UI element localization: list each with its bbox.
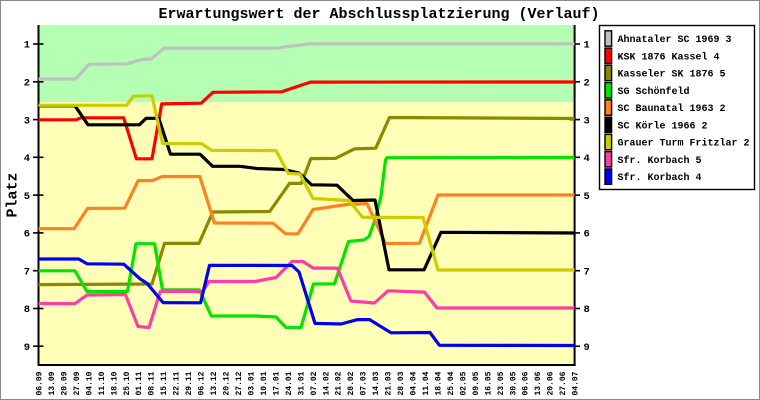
svg-text:18.04: 18.04 [435,371,444,395]
svg-text:Grauer Turm Fritzlar 2: Grauer Turm Fritzlar 2 [618,138,750,150]
svg-text:04.07: 04.07 [572,371,581,395]
svg-text:13.06: 13.06 [534,371,543,395]
svg-text:3: 3 [584,115,590,127]
svg-text:4: 4 [24,153,30,165]
svg-text:KSK 1876 Kassel 4: KSK 1876 Kassel 4 [618,51,720,63]
svg-text:18.10: 18.10 [110,371,119,395]
svg-text:21.02: 21.02 [335,371,344,395]
svg-text:25.10: 25.10 [123,371,132,395]
svg-text:09.05: 09.05 [472,371,481,395]
svg-text:SC Baunatal 1963 2: SC Baunatal 1963 2 [618,103,726,115]
svg-text:22.11: 22.11 [173,371,182,395]
svg-text:23.05: 23.05 [497,371,506,395]
svg-text:01.11: 01.11 [135,371,144,395]
svg-text:Ahnataler SC 1969 3: Ahnataler SC 1969 3 [618,34,732,46]
svg-text:07.03: 07.03 [360,371,369,395]
svg-text:5: 5 [584,191,590,203]
svg-text:9: 9 [24,342,30,354]
svg-text:8: 8 [24,304,30,316]
svg-text:14.02: 14.02 [322,371,331,395]
svg-text:03.01: 03.01 [247,371,256,395]
svg-text:2: 2 [584,78,590,90]
svg-text:29.11: 29.11 [185,371,194,395]
svg-text:6: 6 [24,229,30,241]
svg-text:20.12: 20.12 [223,371,232,395]
svg-text:6: 6 [584,229,590,241]
svg-text:07.02: 07.02 [310,371,319,395]
svg-text:02.05: 02.05 [459,371,468,395]
svg-text:10.01: 10.01 [260,371,269,395]
svg-text:Erwartungswert der Abschlusspl: Erwartungswert der Abschlussplatzierung … [158,6,599,23]
svg-text:1: 1 [584,40,590,52]
svg-text:SC Körle 1966 2: SC Körle 1966 2 [618,120,708,132]
svg-text:08.11: 08.11 [148,371,157,395]
svg-text:4: 4 [584,153,590,165]
svg-text:Kasseler SK 1876 5: Kasseler SK 1876 5 [618,69,726,81]
svg-text:11.10: 11.10 [98,371,107,395]
svg-text:16.05: 16.05 [484,371,493,395]
svg-text:24.01: 24.01 [285,371,294,395]
svg-text:13.12: 13.12 [210,371,219,395]
svg-text:2: 2 [24,78,30,90]
svg-text:25.04: 25.04 [447,371,456,395]
svg-text:7: 7 [24,266,30,278]
svg-text:17.01: 17.01 [272,371,281,395]
svg-text:15.11: 15.11 [160,371,169,395]
svg-text:06.09: 06.09 [36,371,45,395]
svg-text:Sfr. Korbach 4: Sfr. Korbach 4 [618,172,702,184]
svg-text:14.03: 14.03 [372,371,381,395]
svg-text:5: 5 [24,191,30,203]
svg-text:27.12: 27.12 [235,371,244,395]
svg-text:Sfr. Korbach 5: Sfr. Korbach 5 [618,155,702,167]
svg-text:SG Schönfeld: SG Schönfeld [618,86,690,98]
svg-text:20.06: 20.06 [547,371,556,395]
svg-text:Platz: Platz [5,172,22,217]
svg-text:06.06: 06.06 [522,371,531,395]
svg-text:31.01: 31.01 [297,371,306,395]
svg-text:20.09: 20.09 [60,371,69,395]
svg-text:27.06: 27.06 [559,371,568,395]
svg-text:8: 8 [584,304,590,316]
svg-text:3: 3 [24,115,30,127]
svg-text:06.12: 06.12 [198,371,207,395]
svg-text:27.09: 27.09 [73,371,82,395]
svg-text:28.02: 28.02 [347,371,356,395]
svg-text:30.05: 30.05 [509,371,518,395]
svg-text:04.04: 04.04 [410,371,419,395]
svg-text:7: 7 [584,266,590,278]
svg-text:9: 9 [584,342,590,354]
svg-text:28.03: 28.03 [397,371,406,395]
svg-text:13.09: 13.09 [48,371,57,395]
svg-text:11.04: 11.04 [422,371,431,395]
svg-text:1: 1 [24,40,30,52]
svg-text:04.10: 04.10 [85,371,94,395]
svg-text:21.03: 21.03 [385,371,394,395]
